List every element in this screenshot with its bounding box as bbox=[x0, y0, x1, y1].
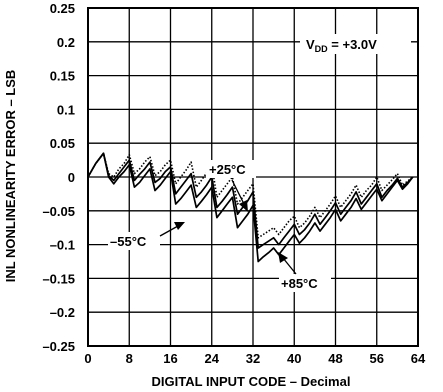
y-tick-label: 0.2 bbox=[57, 35, 75, 50]
y-tick-label: –0.25 bbox=[42, 339, 75, 354]
y-tick-label: 0.1 bbox=[57, 102, 75, 117]
series-line-2 bbox=[87, 152, 414, 249]
label-m55c: –55°C bbox=[110, 234, 147, 249]
vdd-label-bg bbox=[300, 34, 411, 54]
series-group bbox=[87, 152, 414, 263]
vdd-label-main: V bbox=[306, 37, 315, 52]
label-85c: +85°C bbox=[281, 276, 318, 291]
y-tick-label: 0.25 bbox=[50, 1, 75, 16]
vdd-label-rest: = +3.0V bbox=[328, 37, 377, 52]
x-tick-label: 0 bbox=[84, 351, 91, 366]
series-line-3 bbox=[87, 152, 414, 263]
y-tick-label: –0.1 bbox=[50, 238, 75, 253]
vdd-label-sub: DD bbox=[315, 44, 328, 54]
plot-frame bbox=[87, 7, 419, 347]
y-tick-label: –0.15 bbox=[42, 271, 75, 286]
arrow-85c-head bbox=[278, 252, 288, 263]
arrow-25c-head bbox=[239, 200, 248, 212]
y-tick-label: 0.15 bbox=[50, 69, 75, 84]
label-m55c-bg bbox=[108, 232, 160, 250]
arrow-85c-line bbox=[282, 257, 297, 275]
x-tick-label: 48 bbox=[328, 351, 342, 366]
arrow-m55c-line bbox=[159, 225, 179, 237]
label-25c: +25°C bbox=[209, 162, 246, 177]
label-85c-bg bbox=[279, 274, 331, 292]
y-tick-label: –0.2 bbox=[50, 305, 75, 320]
y-tick-labels: 0.25 0.2 0.15 0.1 0.05 0 –0.05 –0.1 –0.15 –0.2 –0.… bbox=[42, 1, 75, 354]
label-25c-bg bbox=[206, 160, 256, 178]
x-axis-label: DIGITAL INPUT CODE – Decimal bbox=[152, 374, 351, 389]
y-tick-label: 0.05 bbox=[50, 136, 75, 151]
arrow-25c-line bbox=[231, 179, 246, 207]
x-tick-label: 24 bbox=[205, 351, 220, 366]
x-tick-label: 32 bbox=[246, 351, 260, 366]
x-tick-labels: 0 8 16 24 32 40 48 56 64 bbox=[84, 351, 426, 366]
x-tick-label: 8 bbox=[126, 351, 133, 366]
arrow-m55c-head bbox=[174, 222, 185, 230]
y-axis-label: INL NONLINEARITY ERROR – LSB bbox=[3, 70, 18, 283]
y-tick-label: –0.05 bbox=[42, 204, 75, 219]
x-tick-label: 16 bbox=[163, 351, 177, 366]
x-tick-label: 40 bbox=[287, 351, 301, 366]
x-tick-label: 64 bbox=[411, 351, 426, 366]
y-tick-label: 0 bbox=[68, 170, 75, 185]
vdd-label: VDD = +3.0V bbox=[306, 37, 377, 54]
x-tick-label: 56 bbox=[370, 351, 384, 366]
